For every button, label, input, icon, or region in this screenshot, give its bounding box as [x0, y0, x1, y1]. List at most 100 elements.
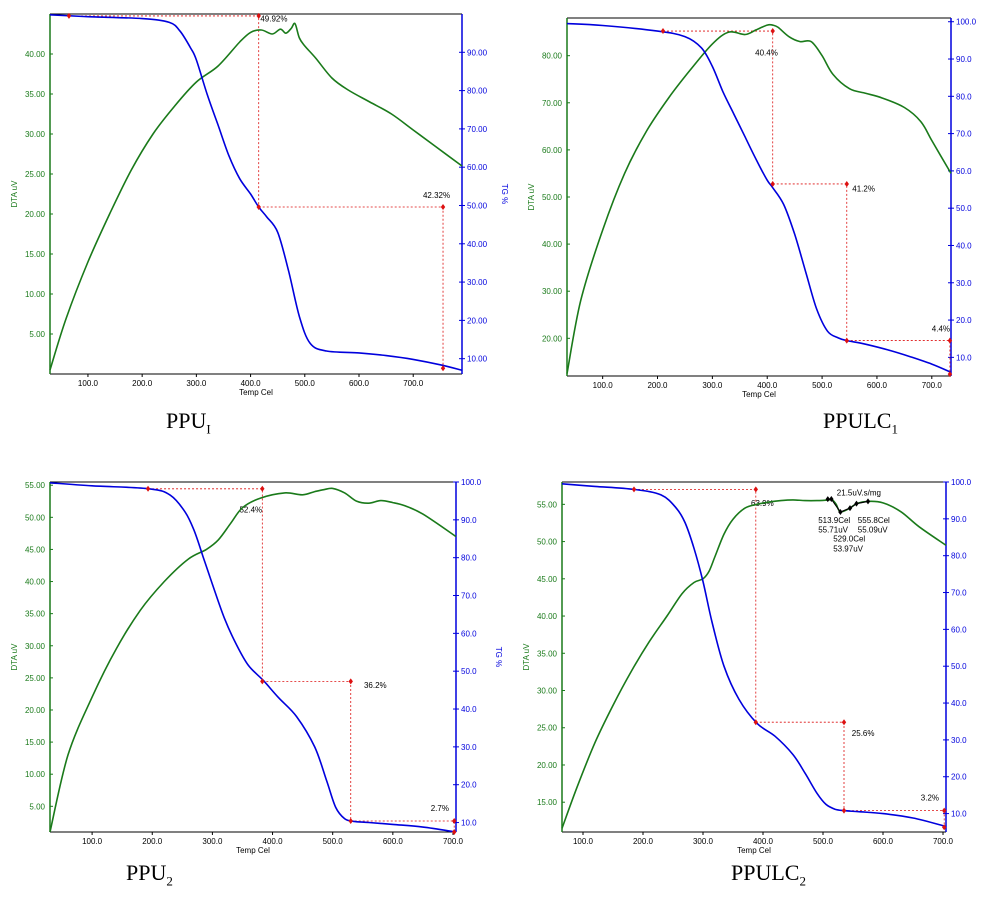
- left-y-tick-label: 40.00: [537, 612, 558, 621]
- right-y-tick-label: 40.00: [467, 240, 488, 249]
- mass-loss-label: 49.92%: [260, 15, 287, 24]
- right-y-tick-label: 70.0: [461, 592, 477, 601]
- x-tick-label: 400.0: [757, 381, 778, 390]
- left-y-tick-label: 45.00: [537, 575, 558, 584]
- left-y-tick-label: 55.00: [25, 481, 46, 490]
- step-marker: [770, 180, 775, 187]
- peak-annotation: 55.71uV: [818, 526, 848, 535]
- left-y-tick-label: 5.00: [29, 330, 45, 339]
- x-axis-title: Temp Cel: [236, 846, 270, 855]
- chart-caption-ppulc-1: PPULC1: [823, 408, 898, 437]
- step-marker: [451, 829, 457, 835]
- right-y-tick-label: 10.0: [956, 353, 972, 362]
- tga-dta-chart-ppulc-2: 100.0 200.0 300.0 400.0 500.0 600.0 700.0 15.00…: [522, 478, 972, 855]
- chart-panel-ppu-i: 100.0 200.0 300.0 400.0 500.0 600.0 700.0 5.00 1…: [0, 0, 509, 455]
- right-y-tick-label: 20.0: [951, 773, 967, 782]
- step-marker: [942, 807, 947, 814]
- mass-loss-label: 41.2%: [852, 184, 875, 193]
- tga-dta-chart-ppulc-1: 100.0 200.0 300.0 400.0 500.0 600.0 700.0 20.00…: [527, 17, 977, 399]
- dta-curve: [561, 498, 947, 829]
- left-y-tick-label: 35.00: [25, 610, 46, 619]
- step-marker: [753, 719, 758, 726]
- left-y-tick-label: 50.00: [542, 193, 563, 202]
- x-tick-label: 700.0: [922, 381, 943, 390]
- x-tick-label: 300.0: [202, 837, 223, 846]
- right-y-tick-label: 40.0: [956, 241, 972, 250]
- right-y-tick-label: 40.0: [461, 705, 477, 714]
- tg-curve: [49, 14, 463, 371]
- x-tick-label: 300.0: [702, 381, 723, 390]
- dta-curve: [49, 487, 457, 833]
- right-y-tick-label: 30.0: [956, 279, 972, 288]
- chart-caption-ppulc-2: PPULC2: [731, 860, 806, 889]
- mass-loss-label: 36.2%: [364, 681, 387, 690]
- right-y-tick-label: 70.00: [467, 125, 488, 134]
- right-y-tick-label: 90.0: [461, 516, 477, 525]
- right-y-tick-label: 50.0: [956, 204, 972, 213]
- peak-annotation: 53.97uV: [833, 544, 863, 553]
- x-tick-label: 700.0: [933, 837, 954, 846]
- left-y-tick-label: 15.00: [25, 738, 46, 747]
- x-tick-label: 200.0: [142, 837, 163, 846]
- left-y-tick-label: 20.00: [25, 210, 46, 219]
- right-y-tick-label: 60.00: [467, 163, 488, 172]
- left-y-tick-label: 55.00: [537, 500, 558, 509]
- x-tick-label: 400.0: [753, 837, 774, 846]
- left-y-tick-label: 30.00: [25, 642, 46, 651]
- x-tick-label: 700.0: [443, 837, 464, 846]
- left-y-tick-label: 25.00: [537, 724, 558, 733]
- tga-dta-chart-ppu-2: 100.0 200.0 300.0 400.0 500.0 600.0 700.0 5.00 1…: [10, 478, 503, 855]
- step-marker: [841, 719, 847, 726]
- right-y-tick-label: 60.0: [951, 625, 967, 634]
- left-y-tick-label: 60.00: [542, 146, 563, 155]
- right-y-tick-label: 20.0: [461, 781, 477, 790]
- peak-event-marker: [838, 509, 843, 516]
- x-tick-label: 700.0: [403, 379, 424, 388]
- right-y-tick-label: 80.0: [951, 552, 967, 561]
- peak-event-marker: [847, 505, 853, 512]
- step-marker: [660, 28, 666, 35]
- left-y-axis-title: DTA uV: [527, 183, 536, 211]
- right-y-tick-label: 70.0: [956, 130, 972, 139]
- right-y-tick-label: 20.00: [467, 316, 488, 325]
- peak-event-marker: [829, 496, 834, 503]
- mass-loss-label: 42.32%: [423, 191, 450, 200]
- left-y-tick-label: 35.00: [25, 90, 46, 99]
- x-tick-label: 200.0: [633, 837, 654, 846]
- left-y-axis-title: DTA uV: [522, 643, 531, 671]
- peak-annotation: 513.9Cel: [818, 516, 850, 525]
- step-marker: [770, 28, 775, 35]
- right-y-tick-label: 10.0: [461, 819, 477, 828]
- mass-loss-step-guide: [755, 721, 845, 811]
- step-marker: [942, 824, 947, 831]
- left-y-tick-label: 10.00: [25, 770, 46, 779]
- x-tick-label: 100.0: [593, 381, 614, 390]
- left-y-tick-label: 40.00: [25, 578, 46, 587]
- tga-dta-chart-ppu-i: 100.0 200.0 300.0 400.0 500.0 600.0 700.0 5.00 1…: [10, 12, 509, 397]
- chart-panel-ppulc-1: 100.0 200.0 300.0 400.0 500.0 600.0 700.0 20.00…: [527, 17, 977, 437]
- left-y-tick-label: 40.00: [25, 50, 46, 59]
- left-y-tick-label: 25.00: [25, 170, 46, 179]
- left-y-tick-label: 70.00: [542, 99, 563, 108]
- right-y-tick-label: 70.0: [951, 589, 967, 598]
- right-y-tick-label: 10.00: [467, 355, 488, 364]
- chart-caption-ppu-i: PPUI: [166, 408, 211, 437]
- right-y-tick-label: 10.0: [951, 810, 967, 819]
- x-tick-label: 400.0: [241, 379, 262, 388]
- step-marker: [947, 337, 953, 344]
- x-tick-label: 100.0: [573, 837, 594, 846]
- mass-loss-label: 2.7%: [431, 804, 449, 813]
- left-y-tick-label: 40.00: [542, 240, 563, 249]
- right-y-tick-label: 30.0: [461, 743, 477, 752]
- right-y-tick-label: 80.00: [467, 87, 488, 96]
- left-y-tick-label: 15.00: [537, 798, 558, 807]
- step-marker: [256, 12, 261, 19]
- x-tick-label: 500.0: [323, 837, 344, 846]
- left-y-tick-label: 20.00: [25, 706, 46, 715]
- step-marker: [631, 486, 637, 493]
- mass-loss-label: 40.4%: [755, 48, 778, 57]
- peak-annotation: 555.8Cel: [858, 516, 890, 525]
- right-y-tick-label: 40.0: [951, 699, 967, 708]
- chart-panel-ppu-2: 100.0 200.0 300.0 400.0 500.0 600.0 700.0 5.00 1…: [0, 0, 503, 897]
- left-y-tick-label: 35.00: [537, 649, 558, 658]
